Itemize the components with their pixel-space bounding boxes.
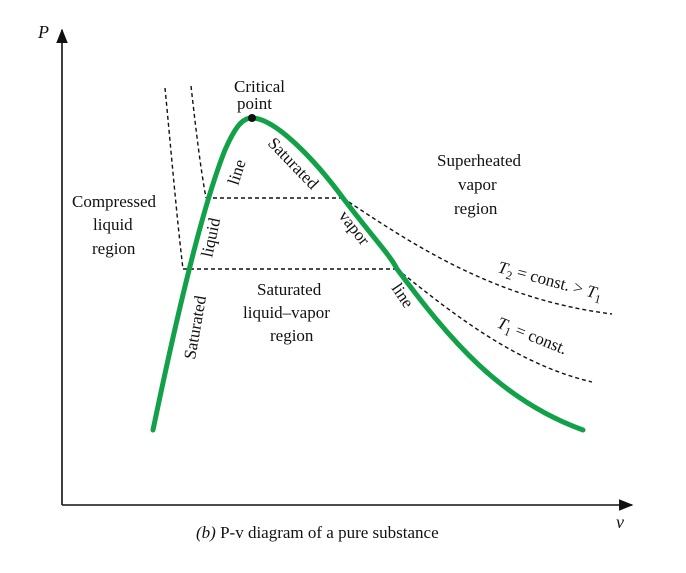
superheated-region-label-1: Superheated (437, 151, 522, 170)
saturation-dome (150, 115, 586, 433)
critical-point-label-2: point (237, 94, 272, 113)
compressed-region-label-3: region (92, 239, 136, 258)
mixture-region-label-1: Saturated (257, 280, 322, 299)
superheated-region-label-2: vapor (458, 175, 497, 194)
y-axis-label: P (37, 22, 49, 42)
critical-point-dot (248, 114, 256, 122)
superheated-isotherm-t2 (342, 197, 613, 315)
sat-vapor-word-line: line (388, 280, 418, 312)
superheated-region-label-3: region (454, 199, 498, 218)
sat-liquid-word-line: line (224, 157, 250, 187)
figure-caption: (b) P-v diagram of a pure substance (196, 523, 439, 542)
critical-point-label-1: Critical (234, 77, 285, 96)
mixture-region-label-2: liquid–vapor (243, 303, 330, 322)
compressed-region-label-1: Compressed (72, 192, 157, 211)
compressed-region-label-2: liquid (93, 215, 133, 234)
isotherm-t1-label: T1 = const. (493, 313, 570, 361)
compressed-isotherm-t1 (164, 87, 184, 270)
superheated-isotherm-t1 (396, 268, 593, 383)
mixture-region-label-3: region (270, 326, 314, 345)
compressed-isotherm-t2 (190, 85, 207, 199)
isotherm-t2-label: T2 = const. > T1 (495, 258, 604, 307)
sat-liquid-word-saturated: Saturated (180, 294, 210, 361)
x-axis-label: v (616, 512, 624, 532)
